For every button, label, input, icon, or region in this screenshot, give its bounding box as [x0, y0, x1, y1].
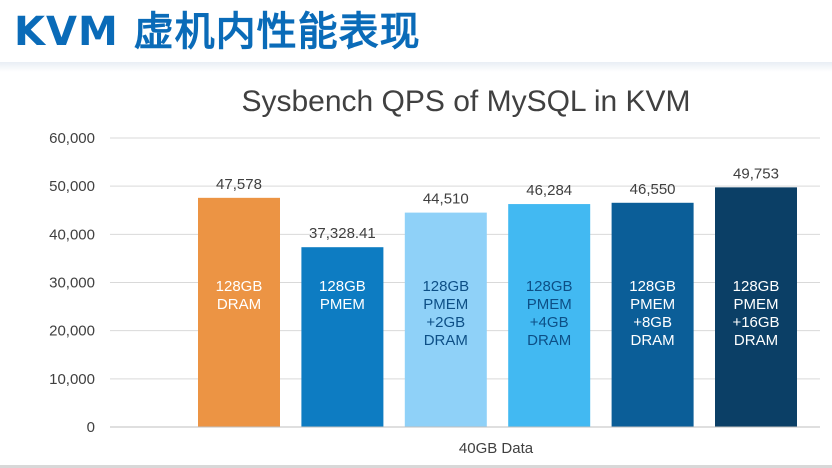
bar-category-label: 128GB: [526, 278, 573, 295]
slide-title: KVM 虚机内性能表现: [14, 9, 421, 55]
bar-category-label: +2GB: [426, 314, 465, 331]
bar-value-label: 46,550: [630, 181, 676, 198]
bar-category-label: +8GB: [633, 314, 672, 331]
y-axis-ticks: 0 10,000 20,000 30,000 40,000 50,000 60,000: [49, 130, 95, 436]
bar-category-label: DRAM: [734, 332, 778, 349]
bar-category-label: 128GB: [629, 278, 676, 295]
bar-category-label: DRAM: [631, 332, 675, 349]
bar-category-label: DRAM: [217, 296, 261, 313]
y-tick-label: 50,000: [49, 178, 95, 195]
bar-category-label: PMEM: [527, 296, 572, 313]
bar: [404, 212, 487, 427]
bar-category-label: +16GB: [732, 314, 779, 331]
bar-category-label: DRAM: [424, 332, 468, 349]
bar: [198, 197, 280, 427]
bars: 47,578128GBDRAM37,328.41128GBPMEM44,5101…: [198, 165, 797, 427]
y-tick-label: 0: [87, 419, 95, 436]
bar-value-label: 46,284: [526, 182, 572, 199]
y-tick-label: 30,000: [49, 275, 95, 292]
bar-category-label: 128GB: [319, 278, 366, 295]
bar-category-label: PMEM: [630, 296, 675, 313]
bar: [301, 247, 384, 427]
bar-category-label: PMEM: [734, 296, 779, 313]
bar-category-label: PMEM: [423, 296, 468, 313]
title-divider: [0, 62, 832, 72]
bar-category-label: 128GB: [216, 278, 263, 295]
bar-category-label: PMEM: [320, 296, 365, 313]
y-tick-label: 40,000: [49, 226, 95, 243]
bar-value-label: 49,753: [733, 165, 779, 182]
bar-category-label: 128GB: [422, 278, 469, 295]
bar: [715, 187, 797, 427]
bar: [611, 202, 694, 427]
bar-category-label: DRAM: [527, 332, 571, 349]
bar: [508, 204, 591, 427]
bar-value-label: 44,510: [423, 191, 469, 208]
chart-title: Sysbench QPS of MySQL in KVM: [241, 85, 690, 118]
y-tick-label: 10,000: [49, 371, 95, 388]
y-tick-label: 60,000: [49, 130, 95, 147]
x-axis-label: 40GB Data: [459, 440, 534, 457]
bar-category-label: 128GB: [733, 278, 780, 295]
y-tick-label: 20,000: [49, 323, 95, 340]
bar-category-label: +4GB: [530, 314, 569, 331]
bar-value-label: 37,328.41: [309, 225, 376, 242]
bottom-rule: [0, 465, 832, 468]
bar-value-label: 47,578: [216, 176, 262, 193]
